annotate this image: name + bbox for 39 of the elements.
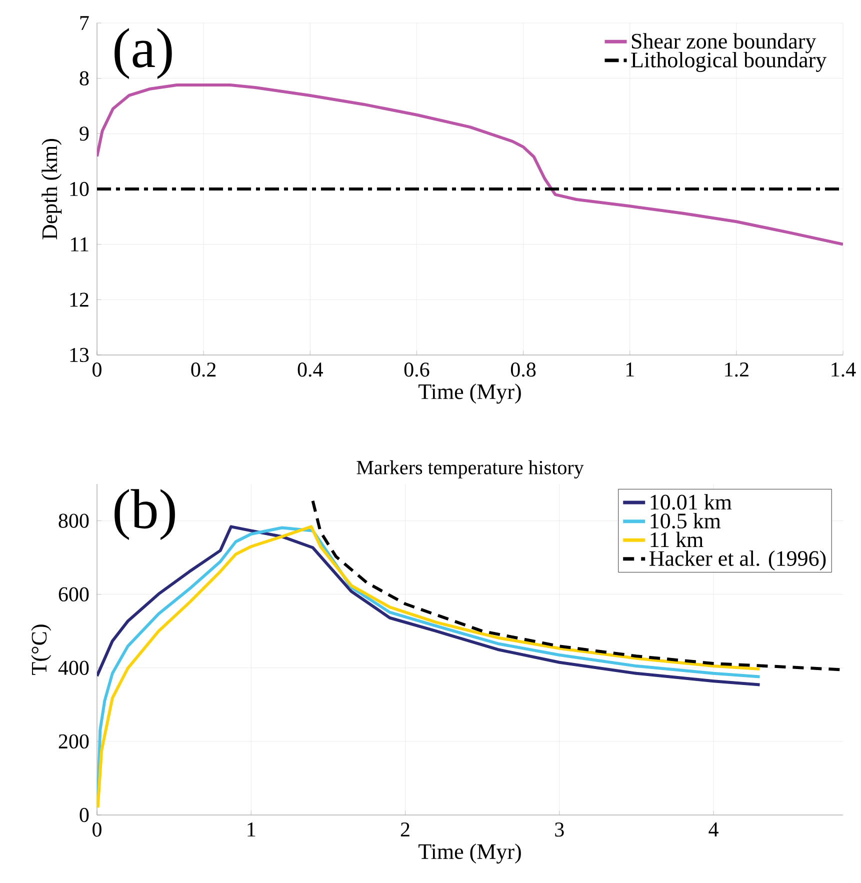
- legend-label: Hacker et al. (1996): [649, 550, 826, 570]
- x-tick-label: 1: [626, 362, 634, 376]
- x-tick-label: 0: [92, 822, 102, 837]
- x-tick-label: 0.6: [404, 362, 430, 377]
- x-tick-label: 2: [400, 822, 410, 836]
- x-axis-title: Time (Myr): [418, 844, 521, 864]
- x-tick-label: 0.8: [510, 362, 536, 377]
- y-tick-label: 9: [80, 126, 89, 141]
- legend-label: 10.5 km: [650, 512, 721, 529]
- x-tick-label: 0.2: [191, 362, 216, 377]
- x-tick-label: 4: [708, 822, 718, 836]
- legend-label: Shear zone boundary: [632, 33, 816, 54]
- y-axis-title: T(°C): [31, 624, 52, 675]
- legend-label: 10.01 km: [650, 494, 732, 510]
- y-tick-label: 200: [58, 734, 89, 749]
- x-axis-title: Time (Myr): [418, 384, 521, 404]
- y-tick-label: 11: [71, 237, 88, 252]
- x-tick-label: 0.4: [298, 362, 323, 377]
- x-tick-label: 1: [248, 822, 256, 836]
- x-tick-label: 3: [555, 822, 564, 837]
- y-tick-label: 0: [80, 808, 89, 822]
- x-tick-label: 1.2: [725, 362, 748, 377]
- legend-label: Lithological boundary: [631, 52, 827, 72]
- y-tick-label: 400: [58, 660, 89, 675]
- x-tick-label: 0: [92, 362, 102, 377]
- annotation: (b): [114, 489, 175, 540]
- y-tick-label: 7: [80, 16, 89, 30]
- y-tick-label: 8: [80, 71, 89, 86]
- x-tick-label: 1.4: [832, 362, 856, 377]
- legend-label: 11 km: [650, 532, 704, 547]
- line-series: [97, 83, 843, 246]
- y-tick-label: 800: [58, 514, 89, 528]
- y-tick-label: 13: [70, 348, 89, 362]
- y-tick-label: 600: [58, 587, 89, 602]
- y-axis-title: Depth (km): [42, 138, 62, 240]
- chart-title: Markers temperature history: [356, 460, 584, 478]
- y-tick-label: 12: [70, 292, 88, 307]
- y-tick-label: 10: [70, 182, 89, 196]
- annotation: (a): [114, 28, 172, 79]
